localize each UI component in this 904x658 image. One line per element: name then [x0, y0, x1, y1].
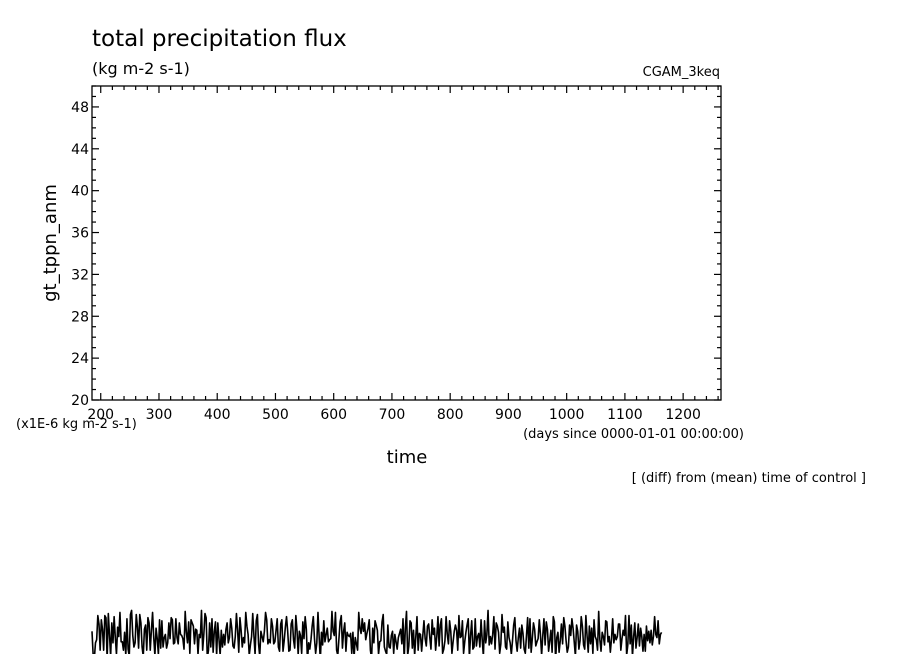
y-axis-label: gt_tppn_anm [40, 184, 61, 302]
x-tick-label: 500 [262, 407, 289, 423]
chart-right-label: CGAM_3keq [643, 65, 720, 80]
x-tick-label: 600 [320, 407, 347, 423]
y-tick-label: 20 [71, 393, 89, 409]
x-tick-label: 800 [437, 407, 464, 423]
chart-title: total precipitation flux [92, 26, 347, 52]
x-tick-label: 1000 [549, 407, 585, 423]
chart-subtitle: (kg m-2 s-1) [92, 59, 190, 78]
y-tick-label: 28 [71, 309, 89, 325]
y-tick-label: 44 [71, 142, 89, 158]
x-tick-label: 1100 [607, 407, 643, 423]
x-tick-label: 1200 [665, 407, 701, 423]
y-tick-label: 40 [71, 184, 89, 200]
y-tick-label: 24 [71, 351, 89, 367]
x-tick-label: 300 [146, 407, 173, 423]
x-tick-label: 900 [495, 407, 522, 423]
plot-frame [91, 85, 722, 401]
y-major-ticks [92, 106, 721, 401]
x-units-label: (days since 0000-01-01 00:00:00) [523, 427, 744, 442]
x-tick-label: 700 [379, 407, 406, 423]
y-tick-label: 32 [71, 267, 89, 283]
y-tick-label: 36 [71, 226, 89, 242]
x-axis-label: time [387, 447, 428, 468]
y-tick-labels: 20 24 28 32 36 40 44 48 [71, 100, 89, 409]
x-tick-label: 200 [87, 407, 114, 423]
x-tick-labels: 200 300 400 500 600 700 800 900 1000 1100 1200 [87, 407, 701, 423]
x-major-ticks [100, 86, 684, 400]
x-tick-label: 400 [204, 407, 231, 423]
series-line [91, 609, 663, 658]
x-minor-ticks [111, 86, 719, 400]
y-scale-note: (x1E-6 kg m-2 s-1) [16, 417, 137, 432]
y-minor-ticks [92, 85, 721, 391]
y-tick-label: 48 [71, 100, 89, 116]
diff-note: [ (diff) from (mean) time of control ] [632, 471, 866, 486]
